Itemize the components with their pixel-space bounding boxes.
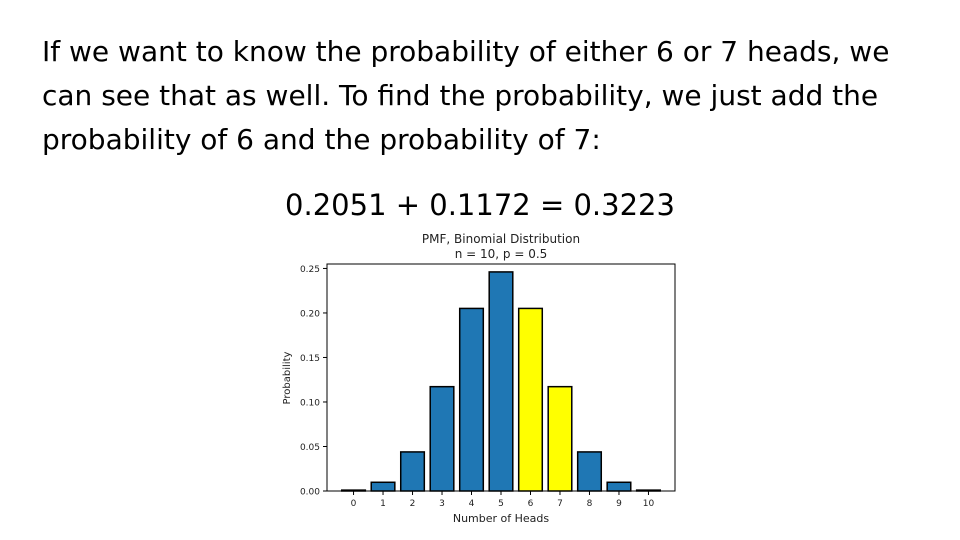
y-tick-label: 0.05	[300, 443, 320, 453]
chart-title: PMF, Binomial Distribution	[422, 232, 580, 246]
slide-paragraph: If we want to know the probability of ei…	[42, 35, 890, 156]
bar-5	[488, 271, 514, 492]
x-tick-label: 2	[410, 499, 416, 509]
x-axis-label: Number of Heads	[453, 512, 550, 525]
bar-7	[547, 385, 573, 492]
chart-subtitle: n = 10, p = 0.5	[455, 247, 548, 261]
bar-2	[399, 451, 426, 492]
x-tick-label: 8	[587, 499, 593, 509]
y-tick-label: 0.25	[300, 265, 320, 275]
probability-equation: 0.2051 + 0.1172 = 0.3223	[285, 188, 675, 222]
bar-1	[370, 481, 396, 492]
x-tick-label: 5	[498, 499, 504, 509]
x-tick-label: 4	[469, 499, 475, 509]
y-tick-label: 0.10	[300, 398, 320, 408]
x-tick-label: 0	[351, 499, 357, 509]
y-tick-label: 0.15	[300, 354, 320, 364]
bar-8	[576, 451, 603, 492]
bar-6	[517, 307, 544, 492]
x-tick-label: 6	[528, 499, 534, 509]
x-tick-label: 3	[439, 499, 445, 509]
bar-9	[606, 481, 632, 492]
x-axis: 0 1 2 3 4 5 6 7 8 9 10	[351, 491, 655, 509]
x-tick-label: 10	[643, 499, 655, 509]
bar-4	[458, 307, 485, 492]
x-tick-label: 1	[380, 499, 386, 509]
y-axis: 0.00 0.05 0.10 0.15 0.20 0.25	[300, 265, 327, 498]
y-tick-label: 0.20	[300, 309, 320, 319]
y-tick-label: 0.00	[300, 488, 320, 498]
bar-3	[429, 385, 455, 492]
y-axis-label: Probability	[282, 351, 293, 404]
x-tick-label: 9	[616, 499, 622, 509]
x-tick-label: 7	[557, 499, 563, 509]
chart-bars	[341, 271, 661, 492]
